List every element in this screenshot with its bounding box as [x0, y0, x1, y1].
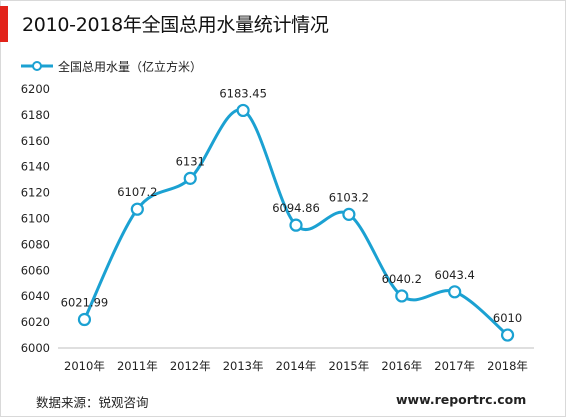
y-tick-label: 6160 [21, 134, 50, 148]
x-tick-label: 2010年 [64, 359, 105, 373]
y-tick-label: 6040 [21, 289, 50, 303]
data-point [342, 207, 356, 221]
y-tick-label: 6080 [21, 237, 50, 251]
x-tick-label: 2012年 [170, 359, 211, 373]
title-accent-bar [0, 6, 8, 42]
data-point [183, 171, 197, 185]
legend-marker-icon [21, 61, 53, 71]
data-label: 6131 [176, 154, 205, 168]
y-tick-label: 6020 [21, 315, 50, 329]
y-tick-label: 6200 [21, 82, 50, 96]
x-tick-label: 2017年 [434, 359, 475, 373]
y-tick-label: 6140 [21, 160, 50, 174]
x-tick-label: 2015年 [328, 359, 369, 373]
x-tick-label: 2011年 [117, 359, 158, 373]
x-tick-label: 2014年 [276, 359, 317, 373]
x-tick-label: 2016年 [381, 359, 422, 373]
legend: 全国总用水量（亿立方米） [20, 58, 202, 74]
y-tick-label: 6180 [21, 108, 50, 122]
data-point [77, 312, 92, 327]
data-label: 6010 [493, 311, 522, 325]
source-note: 数据来源：锐观咨询 [36, 395, 149, 410]
data-point [448, 285, 462, 299]
data-point [289, 218, 303, 232]
data-label: 6107.2 [117, 185, 157, 199]
data-point [130, 202, 144, 216]
data-point [236, 103, 250, 118]
data-point [500, 328, 515, 342]
data-label: 6040.2 [382, 272, 422, 286]
y-tick-label: 6060 [21, 263, 50, 277]
y-tick-label: 6100 [21, 212, 50, 226]
y-tick-label: 6120 [21, 186, 50, 200]
x-tick-label: 2013年 [223, 359, 264, 373]
data-point [395, 289, 409, 303]
data-label: 6021.99 [61, 296, 109, 310]
data-label: 6183.45 [219, 86, 267, 100]
data-label: 6043.4 [435, 268, 475, 282]
website-label: www.reportrc.com [396, 392, 527, 407]
series-line [83, 108, 509, 337]
data-label: 6094.86 [272, 201, 320, 215]
y-tick-label: 6000 [21, 341, 50, 355]
data-label: 6103.2 [329, 190, 369, 204]
chart-title: 2010-2018年全国总用水量统计情况 [22, 14, 329, 36]
legend-label: 全国总用水量（亿立方米） [58, 59, 203, 74]
x-tick-label: 2018年 [487, 359, 528, 373]
